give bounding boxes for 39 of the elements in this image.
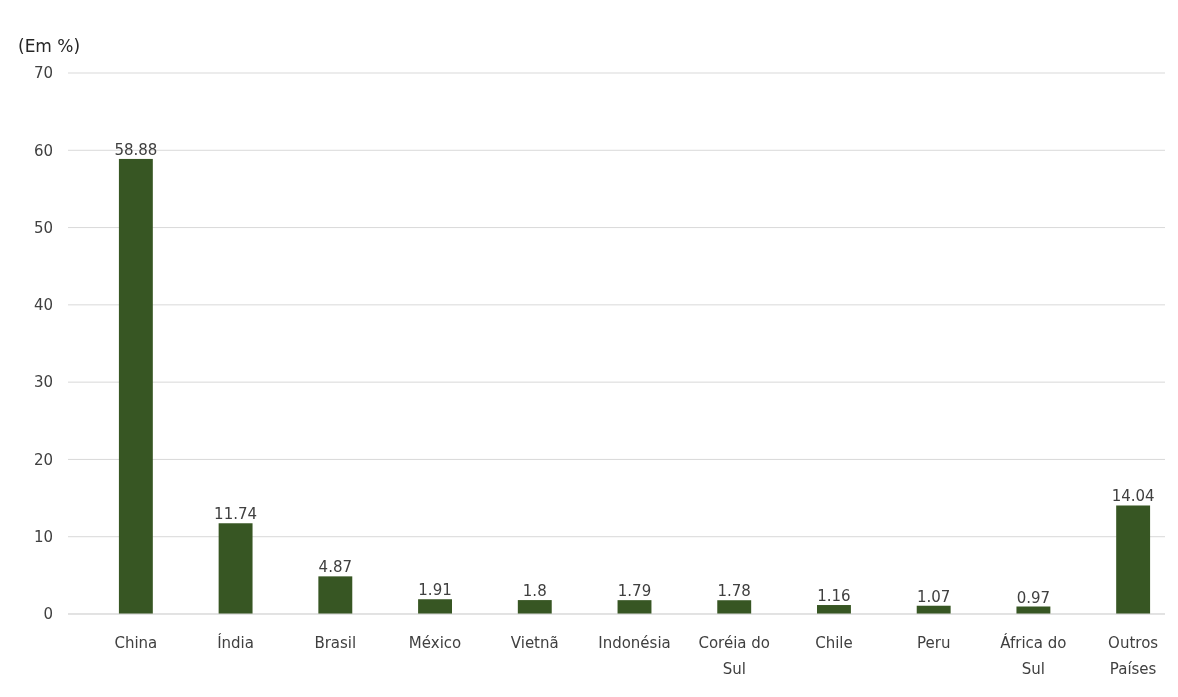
data-label: 58.88 — [114, 140, 158, 159]
data-label: 4.87 — [318, 558, 353, 577]
x-tick-label: Peru — [916, 634, 951, 652]
bar — [118, 158, 153, 614]
bar — [318, 576, 353, 614]
y-tick-label: 40 — [33, 296, 53, 315]
bar — [717, 600, 752, 614]
y-axis-title: (Em %) — [18, 36, 81, 56]
data-label: 1.78 — [717, 582, 751, 601]
x-tick-label: México — [408, 634, 462, 652]
y-tick-label: 50 — [33, 218, 53, 237]
bar — [1116, 505, 1151, 614]
bar — [617, 600, 652, 614]
data-label: 1.8 — [522, 582, 547, 601]
y-tick-label: 30 — [33, 373, 53, 392]
data-label: 1.91 — [418, 581, 452, 600]
data-label: 14.04 — [1111, 487, 1155, 506]
x-tick-label: Vietnã — [510, 634, 559, 652]
data-label: 1.07 — [916, 587, 951, 606]
bar — [418, 599, 452, 614]
x-tick-label: China — [114, 634, 158, 652]
y-tick-label: 70 — [33, 64, 53, 83]
x-tick-label: Índia — [217, 633, 254, 652]
y-tick-label: 0 — [43, 605, 53, 624]
data-label: 11.74 — [214, 505, 258, 524]
x-tick-label: Chile — [815, 634, 853, 652]
data-label: 1.79 — [617, 582, 652, 601]
data-label: 0.97 — [1016, 588, 1051, 607]
x-tick-label: África do Sul — [1000, 633, 1067, 678]
x-tick-label: Coréia do Sul — [698, 634, 770, 678]
data-label: 1.16 — [817, 587, 851, 606]
x-tick-label: Brasil — [314, 634, 357, 652]
x-tick-label: Indonésia — [598, 634, 671, 652]
bar — [218, 523, 253, 614]
y-tick-label: 20 — [33, 450, 53, 469]
y-tick-label: 60 — [33, 141, 53, 160]
x-tick-label: Outros Países — [1108, 634, 1159, 678]
bar — [517, 600, 552, 614]
y-tick-label: 10 — [33, 528, 53, 547]
